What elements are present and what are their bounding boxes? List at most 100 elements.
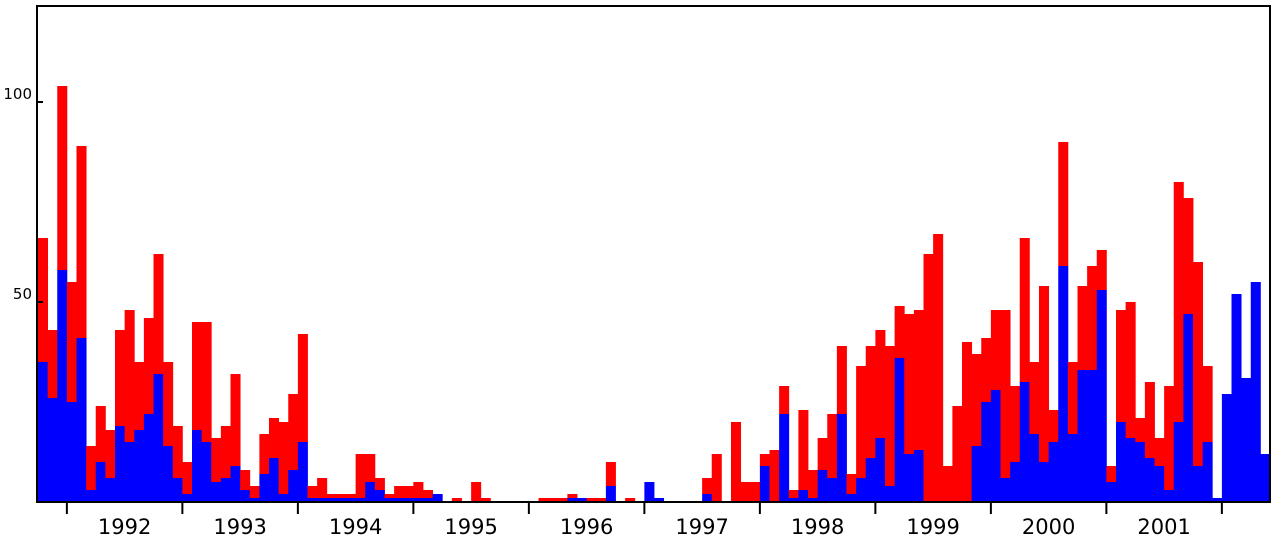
bar-series-1-127 — [1260, 454, 1271, 502]
bar-series-2-93 — [933, 234, 944, 502]
bar-series-1-101 — [1010, 462, 1021, 502]
bar-series-2-76 — [769, 450, 780, 502]
x-tick-label: 1997 — [675, 515, 728, 539]
bar-series-1-123 — [1221, 394, 1232, 502]
bar-series-2-75 — [759, 454, 770, 466]
bar-series-2-79 — [798, 410, 809, 490]
bar-series-2-74 — [750, 482, 761, 502]
y-tick-label: 100 — [3, 85, 32, 103]
bar-series-1-64 — [654, 498, 665, 502]
bar-series-2-96 — [962, 342, 973, 502]
bar-series-2-40 — [423, 490, 434, 498]
bar-series-1-7 — [105, 478, 116, 502]
bar-series-2-70 — [711, 454, 722, 502]
bar-series-2-103 — [1029, 362, 1040, 434]
bar-series-2-22 — [249, 486, 260, 498]
bar-series-1-80 — [808, 498, 819, 502]
bar-series-2-118 — [1173, 182, 1184, 422]
bar-series-1-82 — [827, 478, 838, 502]
bar-series-2-90 — [904, 314, 915, 454]
bar-series-1-85 — [856, 478, 867, 502]
bar-series-1-87 — [875, 438, 886, 502]
bar-series-2-115 — [1144, 382, 1155, 458]
bar-series-2-100 — [1000, 310, 1011, 478]
bar-series-2-2 — [57, 86, 68, 270]
x-tick-label: 1993 — [213, 515, 266, 539]
bar-series-2-109 — [1087, 266, 1098, 370]
bar-series-1-10 — [134, 430, 145, 502]
bar-series-2-108 — [1077, 286, 1088, 370]
bar-series-2-3 — [66, 282, 77, 402]
bar-series-2-24 — [269, 418, 280, 458]
bar-series-2-29 — [317, 478, 328, 498]
bar-series-1-22 — [249, 498, 260, 502]
bar-series-2-119 — [1183, 198, 1194, 314]
bar-series-1-98 — [981, 402, 992, 502]
bar-series-1-126 — [1250, 282, 1261, 502]
bar-series-1-109 — [1087, 370, 1098, 502]
bar-series-2-94 — [942, 466, 953, 502]
bar-series-1-9 — [124, 442, 135, 502]
bar-series-1-79 — [798, 490, 809, 502]
bar-series-2-104 — [1039, 286, 1050, 462]
bar-series-2-58 — [596, 498, 607, 502]
bar-series-1-107 — [1067, 434, 1078, 502]
bar-series-2-4 — [76, 146, 87, 338]
bar-series-2-113 — [1125, 302, 1136, 438]
bar-series-2-107 — [1067, 362, 1078, 434]
bar-series-2-99 — [990, 310, 1001, 390]
bar-series-2-21 — [240, 470, 251, 490]
bar-series-1-31 — [336, 498, 347, 502]
bar-series-2-52 — [538, 498, 549, 502]
bar-series-2-82 — [827, 414, 838, 478]
bar-series-2-57 — [586, 498, 597, 502]
bar-series-2-116 — [1154, 438, 1165, 466]
bar-series-2-121 — [1202, 366, 1213, 442]
bar-series-1-11 — [143, 414, 154, 502]
bar-series-1-19 — [220, 478, 231, 502]
bar-series-1-115 — [1144, 458, 1155, 502]
x-tick-label: 1998 — [791, 515, 844, 539]
bar-series-2-32 — [346, 494, 357, 498]
bar-series-1-125 — [1241, 378, 1252, 502]
bar-series-2-80 — [808, 470, 819, 498]
bar-series-2-16 — [192, 322, 203, 430]
bar-series-1-104 — [1039, 462, 1050, 502]
bar-series-2-45 — [471, 482, 482, 502]
bar-series-2-46 — [480, 498, 491, 502]
bar-series-2-10 — [134, 362, 145, 430]
bar-series-1-16 — [192, 430, 203, 502]
bar-series-1-27 — [297, 442, 308, 502]
bar-series-2-30 — [326, 494, 337, 498]
bar-series-2-19 — [220, 426, 231, 478]
bar-series-2-89 — [894, 306, 905, 358]
bar-series-2-92 — [923, 254, 934, 502]
bar-series-1-89 — [894, 358, 905, 502]
bar-series-1-118 — [1173, 422, 1184, 502]
x-tick-label: 1992 — [98, 515, 151, 539]
bar-series-2-81 — [817, 438, 828, 470]
bar-series-2-101 — [1010, 386, 1021, 462]
bar-series-1-20 — [230, 466, 241, 502]
bar-series-1-75 — [759, 466, 770, 502]
bar-series-2-83 — [836, 346, 847, 414]
bar-series-2-7 — [105, 430, 116, 478]
bar-series-1-122 — [1212, 498, 1223, 502]
bar-series-2-88 — [885, 346, 896, 486]
bar-series-1-120 — [1193, 466, 1204, 502]
bar-series-1-23 — [259, 474, 270, 502]
bar-series-1-56 — [577, 498, 588, 502]
bar-series-1-103 — [1029, 434, 1040, 502]
bar-series-2-112 — [1116, 310, 1127, 422]
bar-series-1-33 — [355, 498, 366, 502]
bar-series-2-55 — [567, 494, 578, 498]
bar-series-1-32 — [346, 498, 357, 502]
bar-series-1-111 — [1106, 482, 1117, 502]
bar-series-1-119 — [1183, 314, 1194, 502]
y-tick-label: 50 — [13, 285, 32, 303]
bar-series-1-12 — [153, 374, 164, 502]
bar-series-1-59 — [605, 486, 616, 502]
bar-series-1-81 — [817, 470, 828, 502]
bar-series-1-5 — [86, 490, 97, 502]
